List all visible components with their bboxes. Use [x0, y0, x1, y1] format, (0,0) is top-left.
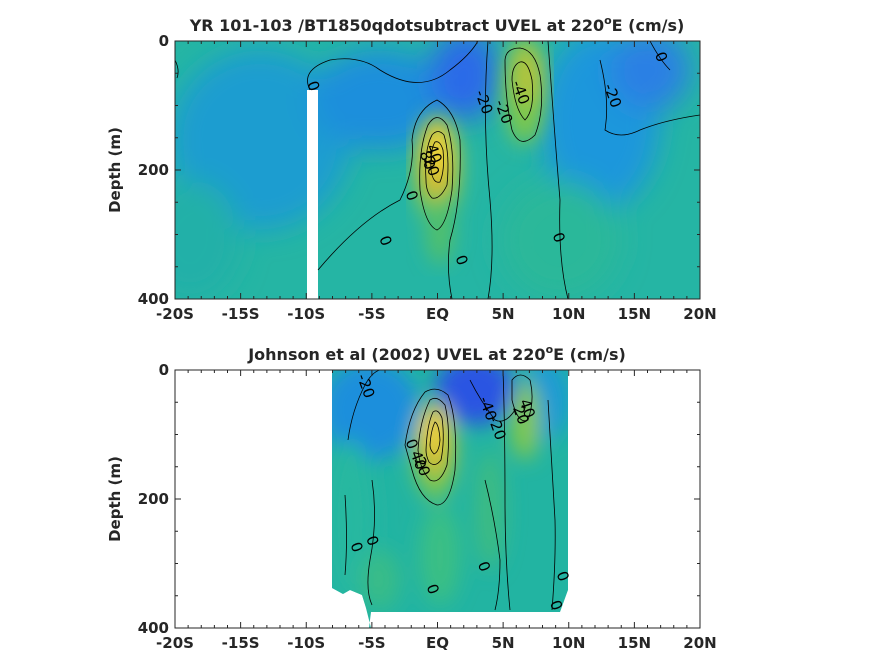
bottom-x-tick-label: 10N [552, 634, 585, 652]
top-x-tick-label: -10S [287, 305, 325, 323]
top-y-tick-label: 0 [159, 32, 169, 50]
top-x-tick-label: EQ [426, 305, 449, 323]
bottom-contour-label: 40 [407, 448, 430, 472]
top-heatmap [175, 41, 700, 299]
bottom-x-tick-label: -20S [156, 634, 194, 652]
bottom-panel: Johnson et al (2002) UVEL at 220oE (cm/s… [106, 343, 717, 652]
bottom-x-tick-label: EQ [426, 634, 449, 652]
bottom-y-tick-label: 200 [138, 490, 169, 508]
top-x-tick-label: -15S [222, 305, 260, 323]
bottom-x-tick-label: 5N [492, 634, 515, 652]
top-x-tick-label: 20N [683, 305, 716, 323]
bottom-y-ticks: 0 200 400 [138, 361, 700, 637]
top-x-tick-label: -5S [358, 305, 385, 323]
top-x-tick-label: 10N [552, 305, 585, 323]
bottom-chart-title: Johnson et al (2002) UVEL at 220oE (cm/s… [247, 343, 626, 364]
bottom-y-axis-label: Depth (m) [106, 456, 124, 542]
top-x-tick-label: -20S [156, 305, 194, 323]
top-x-tick-label: 15N [618, 305, 651, 323]
top-contour-label: 40 [422, 142, 445, 166]
top-chart-title: YR 101-103 /BT1850qdotsubtract UVEL at 2… [189, 14, 685, 35]
bottom-y-tick-label: 0 [159, 361, 169, 379]
bottom-x-ticks: -20S -15S -10S -5S EQ 5N 10N 15N 20N [156, 370, 717, 652]
top-x-tick-label: 5N [492, 305, 515, 323]
bottom-x-tick-label: -15S [222, 634, 260, 652]
bottom-x-tick-label: -5S [358, 634, 385, 652]
bottom-x-tick-label: 15N [618, 634, 651, 652]
top-contour-label: 20 [420, 155, 443, 179]
top-panel: YR 101-103 /BT1850qdotsubtract UVEL at 2… [106, 14, 717, 323]
top-y-tick-label: 400 [138, 290, 169, 308]
top-y-ticks: 0 200 400 [138, 32, 700, 308]
top-contour-label: 80 [416, 148, 439, 172]
top-contours [175, 41, 700, 299]
bottom-x-tick-label: 20N [683, 634, 716, 652]
top-x-ticks: -20S -15S -10S -5S EQ 5N 10N 15N 20N [156, 41, 717, 323]
bottom-x-tick-label: -10S [287, 634, 325, 652]
bottom-heatmap [332, 370, 568, 628]
top-y-tick-label: 200 [138, 161, 169, 179]
top-y-axis-label: Depth (m) [106, 127, 124, 213]
bottom-contour-label: 40 [515, 396, 538, 420]
bottom-contour-label: 20 [509, 403, 532, 427]
bottom-y-tick-label: 400 [138, 619, 169, 637]
bottom-contours [344, 370, 556, 611]
bottom-contour-label: 20 [410, 455, 433, 479]
